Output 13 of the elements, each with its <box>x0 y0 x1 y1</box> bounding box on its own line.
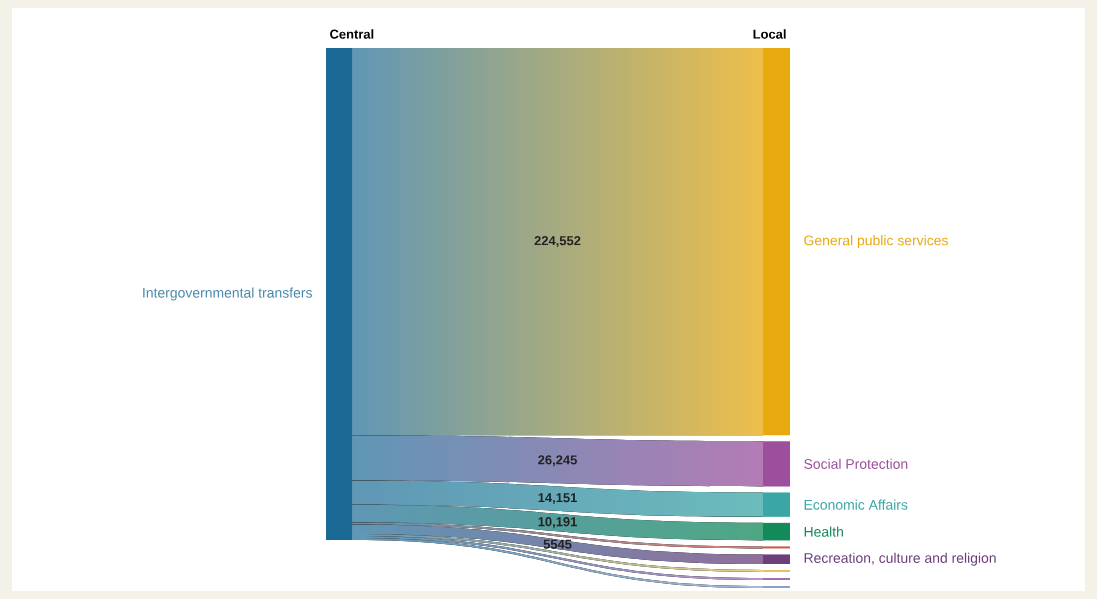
text: Local <box>753 29 786 39</box>
category-label: Health <box>804 526 843 537</box>
data-label: 14,151 <box>538 493 577 505</box>
category-label: General public services <box>804 235 948 249</box>
data-label: 224,552 <box>534 236 581 248</box>
data-label: 26,245 <box>538 455 577 467</box>
data-label: 5545 <box>543 539 572 549</box>
data-label: 10,191 <box>538 517 577 529</box>
text: Intergovernmental transfers <box>143 287 312 301</box>
category-label: Recreation, culture and religion <box>804 552 996 566</box>
category-label: Economic Affairs <box>804 499 908 510</box>
category-label: Social Protection <box>804 458 908 469</box>
text: Central <box>330 29 374 39</box>
